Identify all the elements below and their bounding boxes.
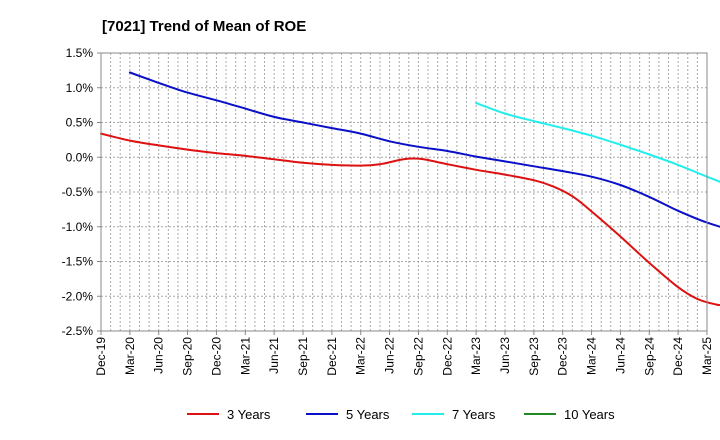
x-tick-label: Sep-23 xyxy=(527,337,541,376)
x-tick-label: Jun-23 xyxy=(498,337,512,374)
series-layer xyxy=(100,71,720,307)
y-axis: 1.5% 1.0% 0.5% 0.0% -0.5% -1.0% -1.5% -2.0% -2.5… xyxy=(62,46,101,338)
x-tick-label: Mar-20 xyxy=(123,337,137,375)
x-tick-label: Mar-23 xyxy=(469,337,483,375)
x-tick-label: Dec-20 xyxy=(209,337,223,376)
legend-label: 3 Years xyxy=(227,407,271,422)
series-line-3-years xyxy=(100,132,720,307)
x-tick-label: Jun-20 xyxy=(152,337,166,374)
x-tick-label: Sep-20 xyxy=(181,337,195,376)
x-tick-label: Jun-21 xyxy=(267,337,281,374)
x-tick-label: Sep-24 xyxy=(642,337,656,376)
legend-label: 5 Years xyxy=(346,407,390,422)
y-tick-label: -1.0% xyxy=(62,220,94,234)
legend-label: 10 Years xyxy=(564,407,615,422)
x-axis: Dec-19 Mar-20 Jun-20 Sep-20 Dec-20 Mar-21 Jun-… xyxy=(94,331,714,376)
x-tick-label: Mar-24 xyxy=(585,337,599,375)
y-tick-label: -0.5% xyxy=(62,185,94,199)
legend: 3 Years 5 Years 7 Years 10 Years xyxy=(187,407,615,422)
x-tick-label: Dec-24 xyxy=(671,337,685,376)
y-tick-label: 0.0% xyxy=(66,150,94,164)
series-line-7-years xyxy=(475,102,720,183)
x-tick-label: Jun-22 xyxy=(383,337,397,374)
x-tick-label: Dec-22 xyxy=(440,337,454,376)
y-tick-label: 1.5% xyxy=(66,46,94,60)
x-tick-label: Sep-21 xyxy=(296,337,310,376)
x-tick-label: Mar-22 xyxy=(354,337,368,375)
x-tick-label: Jun-24 xyxy=(613,337,627,374)
y-tick-label: -1.5% xyxy=(62,255,94,269)
x-tick-label: Dec-21 xyxy=(325,337,339,376)
y-tick-label: 0.5% xyxy=(66,116,94,130)
grid-layer xyxy=(101,53,707,331)
chart-title: [7021] Trend of Mean of ROE xyxy=(102,18,306,35)
series-line-5-years xyxy=(128,71,720,228)
x-tick-label: Dec-19 xyxy=(94,337,108,376)
x-tick-label: Dec-23 xyxy=(556,337,570,376)
x-tick-label: Mar-25 xyxy=(700,337,714,375)
y-tick-label: 1.0% xyxy=(66,81,94,95)
x-tick-label: Sep-22 xyxy=(411,337,425,376)
legend-label: 7 Years xyxy=(452,407,496,422)
y-tick-label: -2.5% xyxy=(62,324,94,338)
y-tick-label: -2.0% xyxy=(62,289,94,303)
x-tick-label: Mar-21 xyxy=(238,337,252,375)
